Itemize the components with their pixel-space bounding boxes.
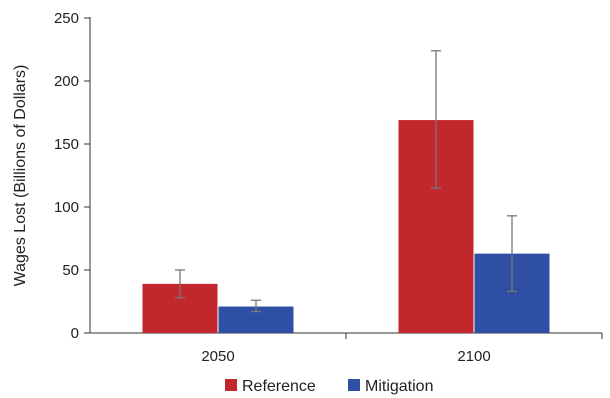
legend-label-mitigation: Mitigation <box>365 378 433 395</box>
y-axis: 0 50 100 150 200 250 <box>54 10 91 342</box>
y-tick-label: 100 <box>54 199 79 216</box>
y-tick-label: 200 <box>54 73 79 90</box>
x-axis: 2050 2100 <box>90 332 603 365</box>
y-tick-label: 50 <box>62 262 79 279</box>
x-tick-label: 2100 <box>457 348 490 365</box>
legend-label-reference: Reference <box>242 378 316 395</box>
legend: Reference Mitigation <box>225 378 433 395</box>
legend-swatch-reference <box>225 379 237 391</box>
legend-swatch-mitigation <box>348 379 360 391</box>
error-bars <box>175 50 517 313</box>
bars <box>142 120 550 333</box>
y-tick-label: 0 <box>71 325 79 342</box>
y-tick-label: 250 <box>54 10 79 27</box>
y-axis-title: Wages Lost (Billions of Dollars) <box>12 65 29 287</box>
x-tick-label: 2050 <box>201 348 234 365</box>
y-tick-label: 150 <box>54 136 79 153</box>
